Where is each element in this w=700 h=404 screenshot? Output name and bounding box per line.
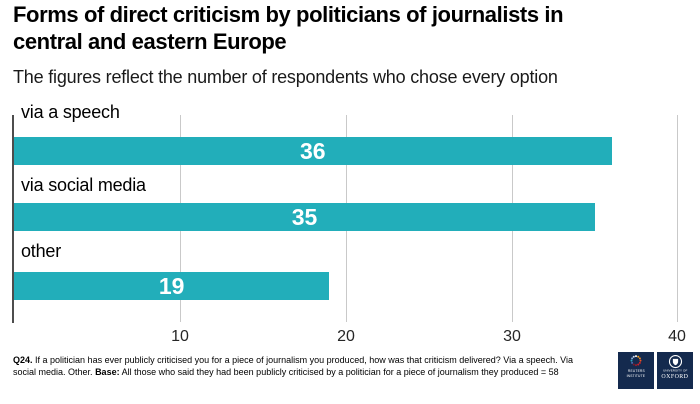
category-label-via-social-media: via social media [21,175,146,195]
source-note: Q24. If a politician has ever publicly c… [13,355,613,378]
chart-subtitle: The figures reflect the number of respon… [13,67,558,87]
reuters-institute-logo: REUTERS INSTITUTE [618,352,654,389]
question-text-continued: social media. Other. [13,366,93,377]
oxford-university-logo: UNIVERSITY OF OXFORD [657,352,693,389]
y-axis-line [12,115,14,323]
question-text: If a politician has ever publicly critic… [35,355,573,365]
x-axis-tick-10: 10 [171,328,189,345]
oxford-crest-icon [668,354,682,369]
category-label-via-a-speech: via a speech [21,102,120,122]
source-note-line-1: Q24. If a politician has ever publicly c… [13,355,613,367]
bar-via-a-speech: 36 [14,137,612,165]
base-label: Base: [95,366,120,377]
bar-other: 19 [14,272,330,300]
bar-value-label: 19 [158,272,185,299]
bar-value-label: 36 [300,137,326,164]
bar-via-social-media: 35 [14,203,595,231]
category-label-other: other [21,241,62,261]
oxford-logo-text-2: OXFORD [661,372,689,380]
reuters-logo-text-2: INSTITUTE [626,374,646,378]
bar-value-label: 35 [291,203,318,230]
oxford-logo-text-1: UNIVERSITY OF [662,369,688,373]
base-text: All those who said they had been publicl… [121,366,559,377]
bar-chart: via a speech 36 via social media 35 othe… [12,102,686,345]
question-number-label: Q24. [13,355,33,365]
chart-title: Forms of direct criticism by politicians… [13,2,564,54]
reuters-logo-text-1: REUTERS [627,369,645,373]
reuters-dot-ring-icon [630,355,642,367]
source-note-line-2: social media. Other. Base: All those who… [13,367,613,379]
x-axis-tick-40: 40 [668,328,686,345]
x-axis-tick-30: 30 [503,328,521,345]
gridline-40 [677,115,678,322]
x-axis-tick-20: 20 [337,328,355,345]
